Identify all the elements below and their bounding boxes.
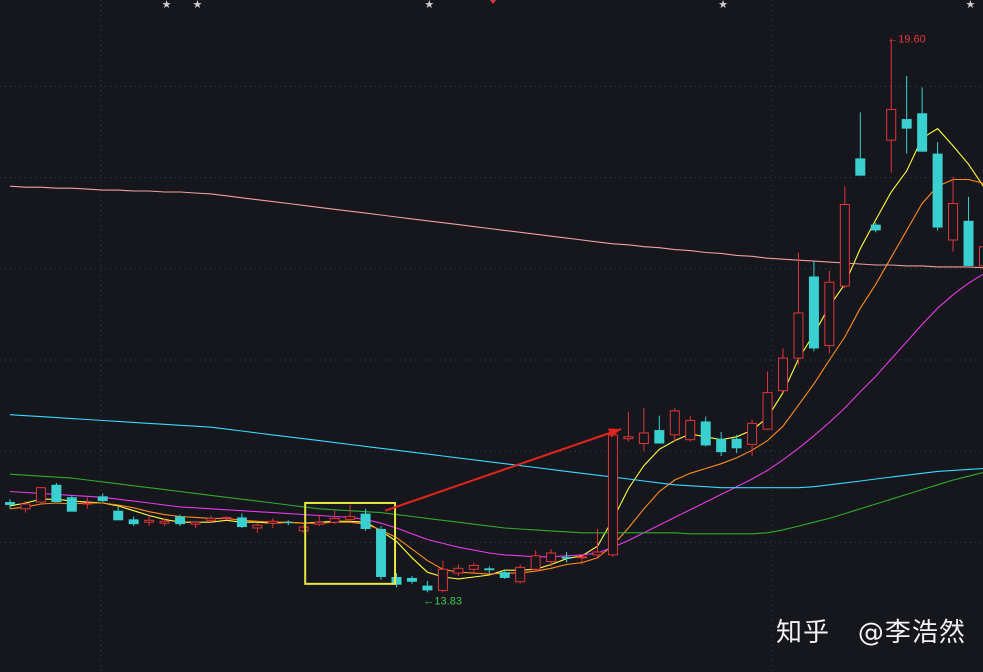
- low-price-label: ←13.83: [423, 595, 462, 607]
- candle-body: [887, 109, 896, 140]
- candle-body: [686, 420, 695, 439]
- candle-body: [732, 439, 742, 449]
- star-mark-icon: ★: [162, 0, 172, 11]
- candle-body: [191, 522, 200, 524]
- ma-line-ma_short: [10, 129, 983, 579]
- candle-body: [748, 423, 757, 444]
- candle-body: [422, 586, 432, 591]
- candle-body: [484, 568, 494, 570]
- candle-body: [979, 247, 983, 266]
- candle-body: [794, 313, 803, 358]
- star-mark-icon: ★: [193, 0, 203, 11]
- candle-body: [547, 553, 556, 562]
- candle-body: [36, 488, 45, 502]
- candle-body: [222, 517, 231, 518]
- ma-line-ma20: [10, 274, 983, 557]
- candle-body: [593, 552, 602, 555]
- candle-body: [51, 485, 61, 502]
- candle-body: [346, 516, 355, 519]
- candle-body: [253, 525, 262, 528]
- candle-body: [670, 411, 679, 435]
- candle-body: [562, 557, 572, 559]
- candle-body: [330, 518, 339, 522]
- candle-body: [469, 565, 478, 569]
- candle-body: [578, 557, 587, 558]
- candle-body: [825, 282, 834, 345]
- star-mark-icon: ★: [966, 0, 976, 11]
- candle-body: [454, 568, 463, 573]
- candle-body: [654, 430, 664, 443]
- trend-arrow-line: [385, 429, 621, 511]
- candle-body: [964, 221, 974, 266]
- candle-body: [716, 439, 726, 452]
- candle-body: [624, 437, 633, 439]
- candle-body: [779, 358, 788, 391]
- candle-body: [917, 113, 927, 151]
- candle-body: [763, 393, 772, 429]
- candle-body: [5, 502, 15, 505]
- watermark-author: @李浩然: [858, 618, 966, 648]
- candle-body: [407, 578, 417, 582]
- candle-body: [237, 517, 247, 527]
- candle-body: [145, 520, 154, 522]
- candle-body: [809, 276, 819, 348]
- candle-body: [361, 514, 371, 529]
- watermark: 知乎 @李浩然: [776, 612, 966, 649]
- candle-body: [516, 567, 525, 581]
- ma-line-ma60: [10, 472, 983, 534]
- candle-body: [902, 119, 912, 129]
- candle-body: [531, 556, 540, 569]
- candle-body: [175, 516, 185, 524]
- candle-body: [113, 511, 123, 521]
- candle-body: [840, 204, 849, 286]
- candle-body: [376, 529, 386, 577]
- event-marker-icon: [490, 0, 496, 4]
- ma-line-ma250: [10, 186, 983, 268]
- candle-body: [206, 518, 215, 520]
- candle-body: [299, 527, 308, 531]
- candle-body: [855, 158, 865, 175]
- candle-body: [871, 225, 881, 231]
- candle-body: [500, 572, 510, 578]
- candle-body: [67, 497, 77, 511]
- star-mark-icon: ★: [718, 0, 728, 11]
- candle-body: [608, 435, 617, 555]
- candle-body: [268, 521, 277, 523]
- ma-line-ma_medium: [10, 180, 983, 575]
- candle-body: [438, 569, 447, 590]
- candle-body: [701, 421, 711, 445]
- watermark-brand: 知乎: [776, 618, 830, 648]
- candle-body: [129, 519, 139, 524]
- candle-body: [315, 522, 324, 524]
- star-mark-icon: ★: [424, 0, 434, 11]
- candle-body: [21, 504, 30, 509]
- high-price-label: ←19.60: [887, 33, 926, 45]
- candle-body: [639, 433, 648, 444]
- candle-body: [949, 204, 958, 240]
- candle-body: [160, 521, 169, 523]
- candle-body: [283, 522, 293, 523]
- candle-body: [98, 496, 108, 501]
- candle-body: [933, 154, 943, 228]
- candle-body: [83, 503, 92, 504]
